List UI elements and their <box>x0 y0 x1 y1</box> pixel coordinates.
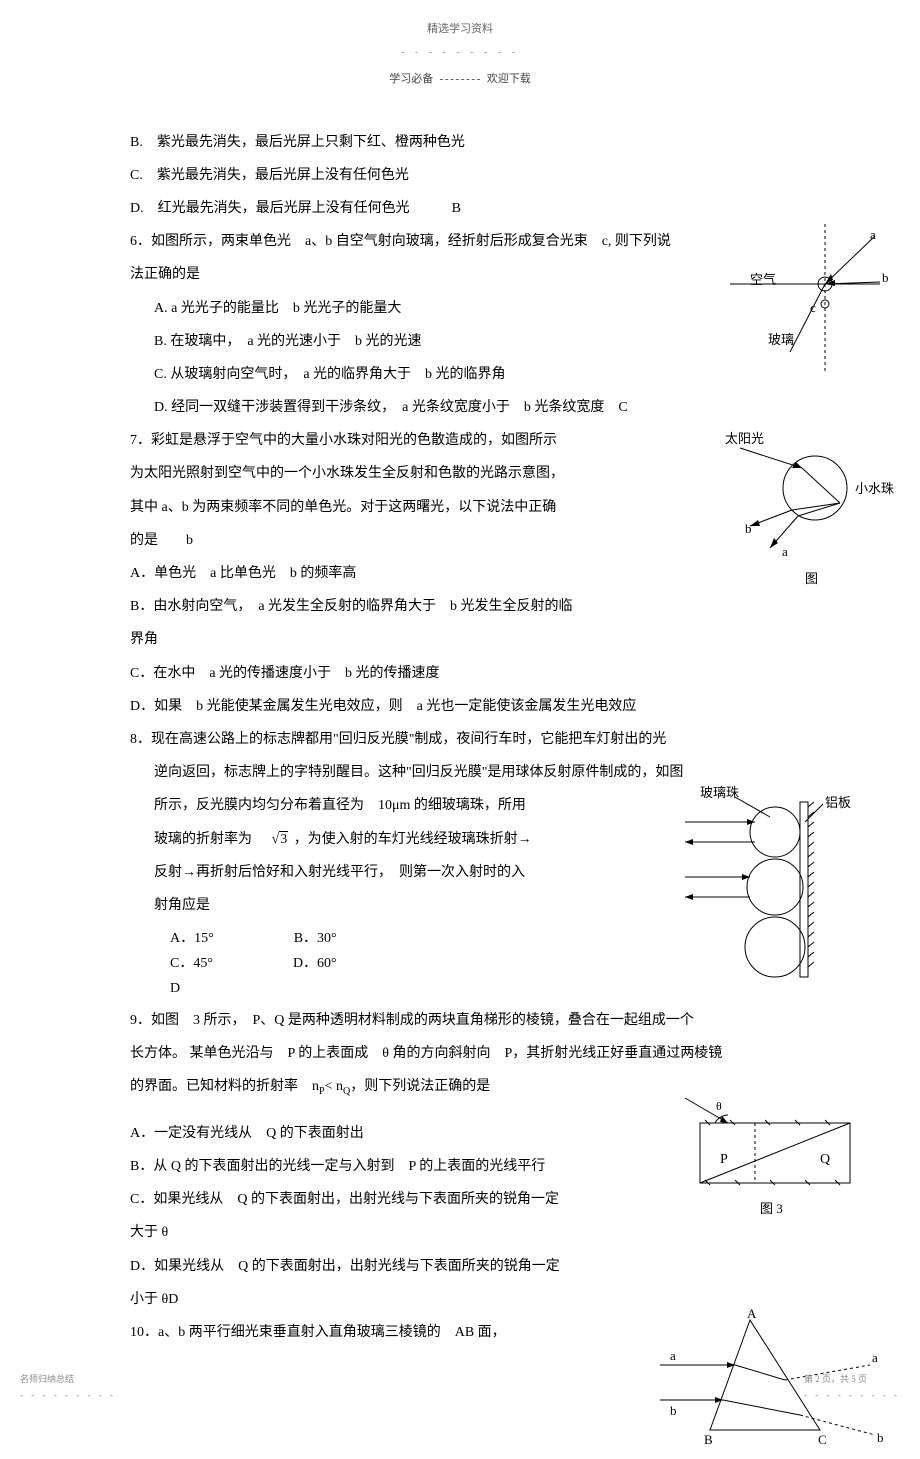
q9-s3a: 的界面。已知材料的折射率 n <box>130 1079 319 1094</box>
q6-label-c: c <box>810 300 816 315</box>
q10-label-a: a <box>670 1348 676 1363</box>
q8-optD: D．60° <box>293 951 337 976</box>
q7-label-sun: 太阳光 <box>725 431 764 446</box>
q6-optB: B. 在玻璃中， a 光的光速小于 b 光的光速 <box>130 329 790 354</box>
footer-left: 名师归纳总结 - - - - - - - - - <box>20 1371 116 1403</box>
q5-optD: D. 红光最先消失，最后光屏上没有任何色光 B <box>130 196 790 221</box>
q9-label-Q: Q <box>820 1152 830 1167</box>
q9-s3b: ，则下列说法正确的是 <box>350 1079 490 1094</box>
q8-stem4c: ，为使入射的车灯光线经玻璃珠折射→ <box>294 832 532 847</box>
q6-label-b: b <box>882 270 889 285</box>
header-sub-left: 学习必备 <box>389 73 433 85</box>
footer-right: 第 2 页，共 5 页 - - - - - - - - - <box>804 1371 900 1403</box>
q6-optD: D. 经同一双缝干涉装置得到干涉条纹， a 光条纹宽度小于 b 光条纹宽度 C <box>130 395 790 420</box>
q8-optB: B．30° <box>294 926 337 951</box>
header-sub: 学习必备 欢迎下载 <box>0 70 920 90</box>
q9-diagram: θ P Q 图 3 <box>680 1088 870 1237</box>
q8-label-bead: 玻璃珠 <box>700 785 739 800</box>
q10-label-A: A <box>747 1306 757 1321</box>
q9-label-P: P <box>720 1152 728 1167</box>
footer-right-text: 第 2 页，共 5 页 <box>804 1374 867 1384</box>
q9-label-fig: 图 3 <box>760 1201 783 1216</box>
footer-left-text: 名师归纳总结 <box>20 1374 74 1384</box>
q7-optC: C．在水中 a 光的传播速度小于 b 光的传播速度 <box>130 661 790 686</box>
q6-stem2: 法正确的是 <box>130 262 790 287</box>
q9-stem1: 9．如图 3 所示， P、Q 是两种透明材料制成的两块直角梯形的棱镜，叠合在一起… <box>130 1008 790 1033</box>
q6-diagram: 空气 玻璃 a b c <box>710 224 890 383</box>
q10-label-C: C <box>818 1432 827 1447</box>
q6-stem1: 6．如图所示，两束单色光 a、b 自空气射向玻璃，经折射后形成复合光束 c, 则… <box>130 229 790 254</box>
q7-optA: A．单色光 a 比单色光 b 的频率高 <box>130 561 790 586</box>
q7-label-fig: 图 <box>805 571 818 586</box>
q7-label-b: b <box>745 521 752 536</box>
q10-label-a2: a <box>872 1350 878 1365</box>
q8-stem1: 8．现在高速公路上的标志牌都用"回归反光膜"制成，夜间行车时，它能把车灯射出的光 <box>130 727 790 752</box>
q6-label-glass: 玻璃 <box>768 332 794 347</box>
q10-label-b: b <box>670 1403 677 1418</box>
sqrt-value: 3 <box>279 831 288 847</box>
q10-label-B: B <box>704 1432 713 1447</box>
q8-optA: A．15° <box>170 926 214 951</box>
header-gap <box>440 79 480 80</box>
footer-left-dots: - - - - - - - - - <box>20 1390 116 1400</box>
q5-optC: C. 紫光最先消失，最后光屏上没有任何色光 <box>130 163 790 188</box>
q7-optB2: 界角 <box>130 627 790 652</box>
q6-label-air: 空气 <box>750 272 776 287</box>
q7-stem1: 7．彩虹是悬浮于空气中的大量小水珠对阳光的色散造成的，如图所示 <box>130 428 790 453</box>
q9-optD1: D．如果光线从 Q 的下表面射出，出射光线与下表面所夹的锐角一定 <box>130 1254 790 1279</box>
q10-label-b2: b <box>877 1430 884 1445</box>
q6-optC: C. 从玻璃射向空气时， a 光的临界角大于 b 光的临界角 <box>130 362 790 387</box>
q7-optB1: B．由水射向空气， a 光发生全反射的临界角大于 b 光发生全反射的临 <box>130 594 790 619</box>
q6-optA: A. a 光光子的能量比 b 光光子的能量大 <box>130 296 790 321</box>
footer-right-dots: - - - - - - - - - <box>804 1390 900 1400</box>
q7-diagram: 太阳光 小水珠 b a 图 <box>710 428 890 607</box>
q7-label-drop: 小水珠 <box>855 481 894 496</box>
q9-stem2: 长方体。 某单色光沿与 P 的上表面成 θ 角的方向斜射向 P，其折射光线正好垂… <box>130 1041 790 1066</box>
q7-stem2: 为太阳光照射到空气中的一个小水珠发生全反射和色散的光路示意图， <box>130 461 790 486</box>
q9-label-theta: θ <box>716 1099 722 1113</box>
q7-stem4: 的是 b <box>130 528 790 553</box>
header-dots: - - - - - - - - - <box>0 44 920 62</box>
q6-label-a: a <box>870 227 876 242</box>
q8-stem4a: 玻璃的折射率为 <box>154 832 266 847</box>
header-top-text: 精选学习资料 <box>0 20 920 40</box>
page-content: B. 紫光最先消失，最后光屏上只剩下红、橙两种色光 C. 紫光最先消失，最后光屏… <box>0 90 920 1394</box>
q7-label-a: a <box>782 544 788 559</box>
q8-diagram: 玻璃珠 铝板 <box>680 782 870 991</box>
q5-optB: B. 紫光最先消失，最后光屏上只剩下红、橙两种色光 <box>130 130 790 155</box>
q9-s3lt: < n <box>325 1079 343 1094</box>
sqrt-symbol: 3 <box>270 827 291 852</box>
q8-optC: C．45° <box>170 951 213 976</box>
q7-stem3: 其中 a、b 为两束频率不同的单色光。对于这两曙光，以下说法中正确 <box>130 495 790 520</box>
q9-optD2: 小于 θD <box>130 1287 790 1312</box>
q8-label-plate: 铝板 <box>825 795 851 810</box>
header-sub-right: 欢迎下载 <box>487 73 531 85</box>
q7-optD: D．如果 b 光能使某金属发生光电效应，则 a 光也一定能使该金属发生光电效应 <box>130 694 790 719</box>
